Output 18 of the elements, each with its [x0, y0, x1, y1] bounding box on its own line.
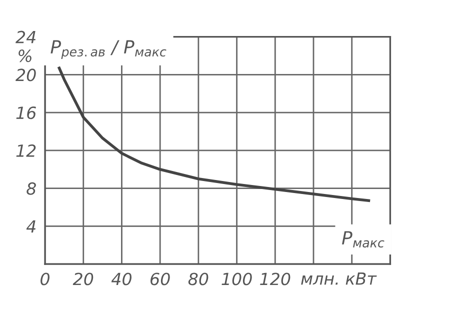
x-tick-label: 80	[188, 272, 208, 286]
x-tick-label: 40	[111, 272, 132, 286]
x-tick-label: 100	[222, 272, 252, 286]
x-tick-label: 120	[260, 272, 290, 286]
line-series	[58, 66, 370, 202]
y-tick-label: 12	[16, 144, 36, 157]
y-tick-label: 20	[16, 68, 36, 82]
text: млн. кВт	[301, 272, 377, 285]
x-tick-label: 60	[150, 272, 170, 286]
text: %	[18, 50, 32, 62]
y-axis-title: P$_{рез.ав}$ / P$_{макс}$	[50, 40, 166, 59]
x-tick-label: 0	[40, 272, 50, 286]
y-tick-label: 16	[16, 106, 36, 120]
x-tick-label: 20	[72, 272, 94, 286]
y-tick-label: 24	[16, 30, 36, 44]
x-axis-title: P$_{макс}$	[342, 231, 384, 248]
y-tick-label: 8	[26, 182, 36, 195]
y-tick-label: 4	[26, 220, 36, 233]
